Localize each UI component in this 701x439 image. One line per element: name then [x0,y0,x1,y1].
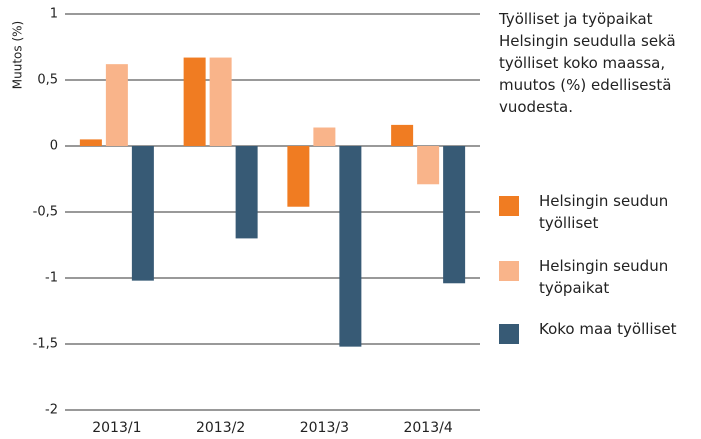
bar [79,139,102,146]
y-tick-label: -2 [45,403,58,418]
bar [417,146,440,185]
bar [287,146,310,207]
y-tick-label: 0,5 [37,73,58,88]
bar [391,124,414,146]
bar [209,57,232,147]
y-tick-label: 0 [50,139,58,154]
bar [131,146,154,281]
legend-label: Helsingin seudun työlliset [539,192,669,232]
bar [339,146,362,347]
legend-swatch [499,196,519,216]
legend-label: Koko maa työlliset [539,320,677,338]
y-tick-label: -1,5 [33,337,58,352]
y-axis-label: Muutos (%) [11,21,25,89]
x-tick-label: 2013/1 [92,420,141,436]
bar [313,127,336,146]
legend-swatch [499,324,519,344]
y-tick-label: 1 [50,7,58,22]
legend-swatch [499,261,519,281]
bar [443,146,466,284]
x-tick-label: 2013/4 [403,420,452,436]
legend-label: Helsingin seudun työpaikat [539,257,669,297]
bar [183,57,206,147]
x-tick-label: 2013/2 [196,420,245,436]
y-tick-label: -0,5 [33,205,58,220]
y-tick-label: -1 [45,271,58,286]
chart-title: Työlliset ja työpaikat Helsingin seudull… [499,10,676,116]
bar [105,64,128,146]
bar [235,146,258,239]
x-tick-label: 2013/3 [300,420,349,436]
